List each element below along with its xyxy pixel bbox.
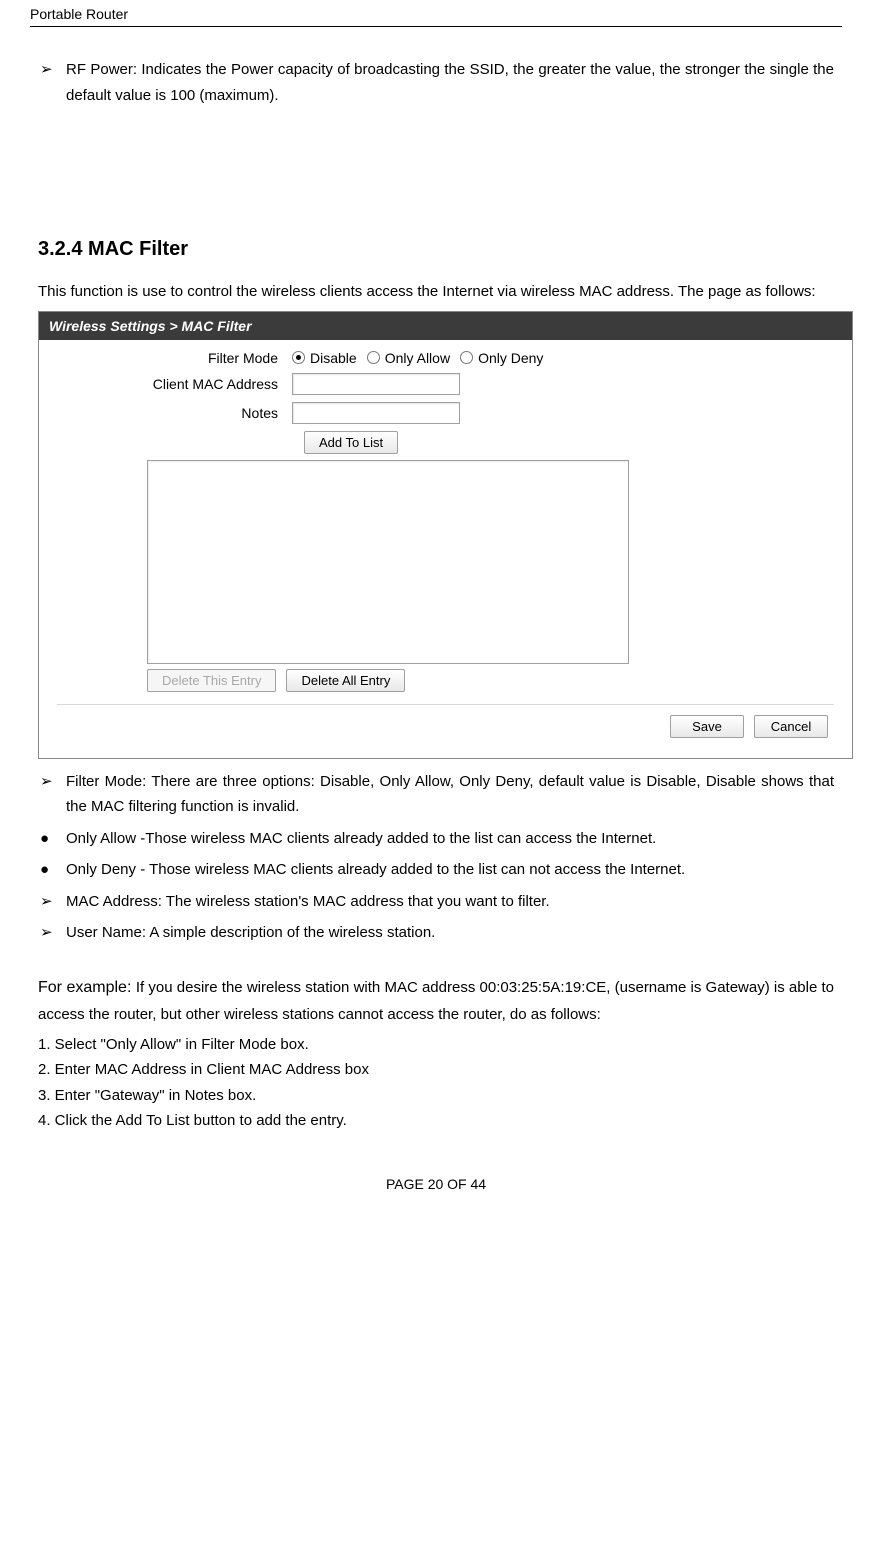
- page-footer: PAGE 20 OF 44: [30, 1176, 842, 1198]
- step-1: 1. Select "Only Allow" in Filter Mode bo…: [38, 1032, 834, 1058]
- cancel-button[interactable]: Cancel: [754, 715, 828, 738]
- add-to-list-button[interactable]: Add To List: [304, 431, 398, 454]
- radio-icon: [292, 351, 305, 364]
- example-heading: For example:: [38, 979, 136, 996]
- example-text: If you desire the wireless station with …: [38, 979, 834, 1023]
- step-3: 3. Enter "Gateway" in Notes box.: [38, 1083, 834, 1109]
- bullet-only-deny: ● Only Deny - Those wireless MAC clients…: [38, 857, 834, 883]
- bullet-text: Only Deny - Those wireless MAC clients a…: [66, 857, 834, 883]
- bullet-text: User Name: A simple description of the w…: [66, 920, 834, 946]
- save-button[interactable]: Save: [670, 715, 744, 738]
- radio-only-allow[interactable]: Only Allow: [367, 350, 450, 366]
- arrow-icon: ➢: [38, 889, 66, 915]
- notes-input[interactable]: [292, 402, 460, 424]
- row-filter-mode: Filter Mode Disable Only Allow Only D: [57, 350, 834, 366]
- delete-entry-button: Delete This Entry: [147, 669, 276, 692]
- row-notes: Notes: [57, 402, 834, 424]
- arrow-icon: ➢: [38, 769, 66, 820]
- radio-label: Only Allow: [385, 350, 450, 366]
- dot-icon: ●: [38, 857, 66, 883]
- bullet-text: MAC Address: The wireless station's MAC …: [66, 889, 834, 915]
- mac-list[interactable]: [147, 460, 629, 664]
- page-header: Portable Router: [30, 0, 842, 27]
- row-client-mac: Client MAC Address: [57, 373, 834, 395]
- radio-icon: [460, 351, 473, 364]
- client-mac-input[interactable]: [292, 373, 460, 395]
- step-4: 4. Click the Add To List button to add t…: [38, 1108, 834, 1134]
- divider: [57, 704, 834, 705]
- filter-mode-radios: Disable Only Allow Only Deny: [292, 350, 549, 366]
- arrow-icon: ➢: [38, 57, 66, 108]
- bullet-user-name: ➢ User Name: A simple description of the…: [38, 920, 834, 946]
- bullet-only-allow: ● Only Allow -Those wireless MAC clients…: [38, 826, 834, 852]
- radio-label: Disable: [310, 350, 357, 366]
- example-steps: 1. Select "Only Allow" in Filter Mode bo…: [38, 1032, 834, 1134]
- example-block: For example: If you desire the wireless …: [38, 974, 834, 1028]
- bullet-text: Filter Mode: There are three options: Di…: [66, 769, 834, 820]
- bullet-text: Only Allow -Those wireless MAC clients a…: [66, 826, 834, 852]
- radio-disable[interactable]: Disable: [292, 350, 357, 366]
- label-filter-mode: Filter Mode: [57, 350, 292, 366]
- label-client-mac: Client MAC Address: [57, 376, 292, 392]
- bullet-filter-mode: ➢ Filter Mode: There are three options: …: [38, 769, 834, 820]
- section-intro: This function is use to control the wire…: [38, 279, 834, 305]
- breadcrumb: Wireless Settings > MAC Filter: [39, 312, 852, 340]
- bullet-rf-power: ➢ RF Power: Indicates the Power capacity…: [38, 57, 834, 108]
- header-title: Portable Router: [30, 6, 842, 22]
- step-2: 2. Enter MAC Address in Client MAC Addre…: [38, 1057, 834, 1083]
- dot-icon: ●: [38, 826, 66, 852]
- radio-only-deny[interactable]: Only Deny: [460, 350, 543, 366]
- section-heading: 3.2.4 MAC Filter: [38, 238, 834, 261]
- label-notes: Notes: [57, 405, 292, 421]
- delete-all-button[interactable]: Delete All Entry: [286, 669, 405, 692]
- radio-icon: [367, 351, 380, 364]
- bullet-text: RF Power: Indicates the Power capacity o…: [66, 57, 834, 108]
- bullet-mac-address: ➢ MAC Address: The wireless station's MA…: [38, 889, 834, 915]
- radio-label: Only Deny: [478, 350, 543, 366]
- mac-filter-screenshot: Wireless Settings > MAC Filter Filter Mo…: [38, 311, 853, 759]
- arrow-icon: ➢: [38, 920, 66, 946]
